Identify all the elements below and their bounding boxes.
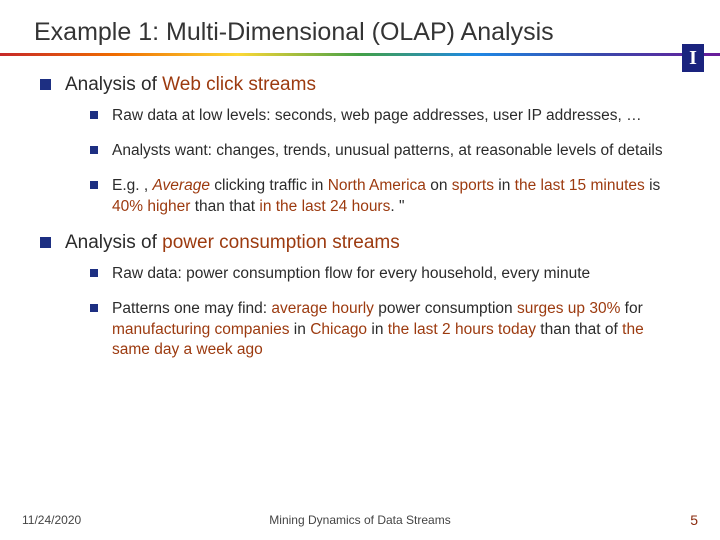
section-2-items: Raw data: power consumption flow for eve…	[40, 264, 686, 362]
footer-title: Mining Dynamics of Data Streams	[269, 513, 450, 527]
highlight-text: Web click streams	[162, 74, 316, 95]
bullet-icon	[90, 181, 98, 189]
list-item: E.g. , Average clicking traffic in North…	[90, 176, 676, 218]
heading-text: Analysis of power consumption streams	[65, 232, 400, 254]
slide: Example 1: Multi-Dimensional (OLAP) Anal…	[0, 0, 720, 540]
content-area: Analysis of Web click streams Raw data a…	[34, 74, 686, 361]
bullet-icon	[40, 79, 51, 90]
section-1-heading: Analysis of Web click streams	[40, 74, 686, 96]
bullet-icon	[90, 304, 98, 312]
list-item: Raw data at low levels: seconds, web pag…	[90, 106, 676, 127]
section-1-items: Raw data at low levels: seconds, web pag…	[40, 106, 686, 218]
item-text: E.g. , Average clicking traffic in North…	[112, 176, 676, 218]
list-item: Analysts want: changes, trends, unusual …	[90, 141, 676, 162]
page-number: 5	[690, 512, 698, 528]
item-text: Analysts want: changes, trends, unusual …	[112, 141, 663, 162]
bullet-icon	[90, 269, 98, 277]
footer: 11/24/2020 Mining Dynamics of Data Strea…	[0, 512, 720, 528]
item-text: Patterns one may find: average hourly po…	[112, 299, 676, 362]
footer-date: 11/24/2020	[22, 513, 81, 527]
item-text: Raw data at low levels: seconds, web pag…	[112, 106, 642, 127]
logo-letter: I	[689, 47, 697, 70]
bullet-icon	[90, 111, 98, 119]
slide-title: Example 1: Multi-Dimensional (OLAP) Anal…	[34, 18, 686, 47]
section-2-heading: Analysis of power consumption streams	[40, 232, 686, 254]
institution-logo: I	[682, 44, 704, 72]
list-item: Raw data: power consumption flow for eve…	[90, 264, 676, 285]
highlight-text: power consumption streams	[162, 232, 400, 253]
rainbow-divider	[0, 53, 720, 56]
item-text: Raw data: power consumption flow for eve…	[112, 264, 590, 285]
heading-text: Analysis of Web click streams	[65, 74, 316, 96]
list-item: Patterns one may find: average hourly po…	[90, 299, 676, 362]
bullet-icon	[90, 146, 98, 154]
bullet-icon	[40, 237, 51, 248]
